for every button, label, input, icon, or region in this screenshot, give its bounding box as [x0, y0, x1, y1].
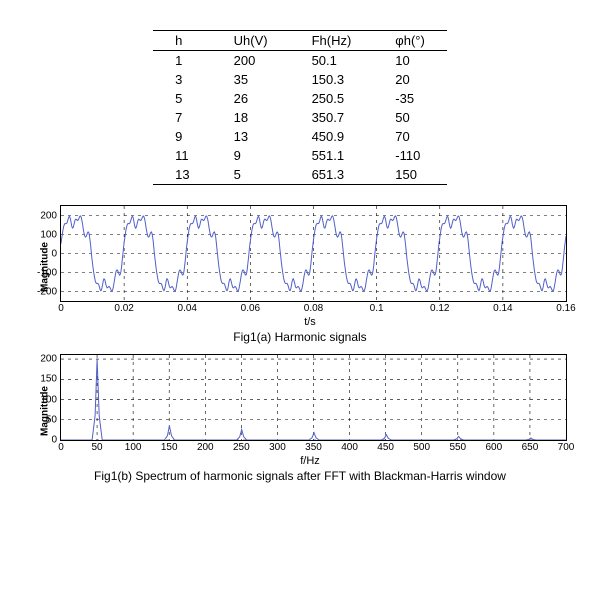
table-cell: 35 [212, 70, 290, 89]
harmonic-table: h Uh(V) Fh(Hz) φh(°) 120050.110335150.32… [153, 30, 447, 185]
table-cell: -35 [373, 89, 447, 108]
table-cell: 11 [153, 146, 211, 165]
table-cell: 200 [212, 51, 290, 71]
chart-b-wrap: Magnitude 050100150200050100150200250300… [60, 354, 560, 467]
chart-a-wrap: Magnitude -200-100010020000.020.040.060.… [60, 205, 560, 328]
page-root: h Uh(V) Fh(Hz) φh(°) 120050.110335150.32… [0, 0, 600, 503]
ytick-label: -100 [37, 267, 61, 278]
table-cell: 9 [153, 127, 211, 146]
table-row: 119551.1-110 [153, 146, 447, 165]
ytick-label: 100 [40, 394, 61, 405]
col-h: h [153, 31, 211, 51]
col-uh: Uh(V) [212, 31, 290, 51]
table-cell: 7 [153, 108, 211, 127]
xtick-label: 0.16 [556, 301, 575, 314]
xtick-label: 400 [341, 440, 358, 453]
ytick-label: 100 [40, 229, 61, 240]
table-row: 718350.750 [153, 108, 447, 127]
col-fh: Fh(Hz) [290, 31, 374, 51]
chart-a-box: -200-100010020000.020.040.060.080.10.120… [60, 205, 567, 302]
table-row: 335150.320 [153, 70, 447, 89]
table-cell: 10 [373, 51, 447, 71]
table-row: 120050.110 [153, 51, 447, 71]
xtick-label: 600 [486, 440, 503, 453]
table-cell: 13 [212, 127, 290, 146]
xtick-label: 0.02 [114, 301, 133, 314]
table-cell: 150.3 [290, 70, 374, 89]
xtick-label: 50 [92, 440, 103, 453]
table-row: 913450.970 [153, 127, 447, 146]
ytick-label: 150 [40, 374, 61, 385]
table-row: 526250.5-35 [153, 89, 447, 108]
xtick-label: 0.06 [241, 301, 260, 314]
xtick-label: 0.1 [370, 301, 384, 314]
table-cell: 9 [212, 146, 290, 165]
xtick-label: 500 [413, 440, 430, 453]
table-cell: 1 [153, 51, 211, 71]
ytick-label: 200 [40, 354, 61, 365]
table-cell: -110 [373, 146, 447, 165]
table-cell: 250.5 [290, 89, 374, 108]
ytick-label: -200 [37, 286, 61, 297]
chart-b-xlabel: f/Hz [60, 455, 560, 467]
table-cell: 13 [153, 165, 211, 185]
chart-b-caption: Fig1(b) Spectrum of harmonic signals aft… [10, 469, 590, 483]
xtick-label: 200 [197, 440, 214, 453]
xtick-label: 0.14 [493, 301, 512, 314]
ytick-label: 50 [46, 414, 61, 425]
table-row: 135651.3150 [153, 165, 447, 185]
table-cell: 20 [373, 70, 447, 89]
table-cell: 551.1 [290, 146, 374, 165]
xtick-label: 650 [522, 440, 539, 453]
xtick-label: 550 [449, 440, 466, 453]
xtick-label: 350 [305, 440, 322, 453]
table-header-row: h Uh(V) Fh(Hz) φh(°) [153, 31, 447, 51]
table-cell: 50.1 [290, 51, 374, 71]
chart-b-ylabel: Magnitude [40, 386, 51, 436]
table-cell: 70 [373, 127, 447, 146]
table-cell: 450.9 [290, 127, 374, 146]
xtick-label: 0 [58, 440, 64, 453]
chart-a-caption: Fig1(a) Harmonic signals [10, 330, 590, 344]
xtick-label: 0.08 [304, 301, 323, 314]
ytick-label: 200 [40, 210, 61, 221]
xtick-label: 450 [377, 440, 394, 453]
table-cell: 26 [212, 89, 290, 108]
chart-b-box: 0501001502000501001502002503003504004505… [60, 354, 567, 441]
xtick-label: 0.12 [430, 301, 449, 314]
chart-a-xlabel: t/s [60, 316, 560, 328]
table-cell: 350.7 [290, 108, 374, 127]
ytick-label: 0 [51, 248, 61, 259]
table-cell: 150 [373, 165, 447, 185]
table-cell: 3 [153, 70, 211, 89]
col-phih: φh(°) [373, 31, 447, 51]
xtick-label: 300 [269, 440, 286, 453]
xtick-label: 0 [58, 301, 64, 314]
table-cell: 5 [212, 165, 290, 185]
xtick-label: 700 [558, 440, 575, 453]
table-cell: 651.3 [290, 165, 374, 185]
table-cell: 5 [153, 89, 211, 108]
xtick-label: 250 [233, 440, 250, 453]
xtick-label: 100 [125, 440, 142, 453]
xtick-label: 150 [161, 440, 178, 453]
xtick-label: 0.04 [178, 301, 197, 314]
table-cell: 50 [373, 108, 447, 127]
table-cell: 18 [212, 108, 290, 127]
